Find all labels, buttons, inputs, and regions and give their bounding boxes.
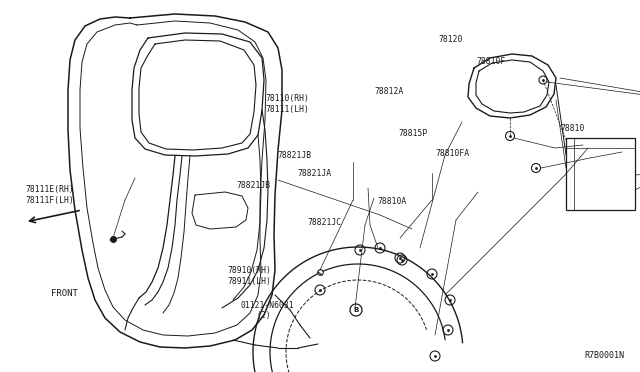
Text: 78120: 78120 <box>438 35 463 44</box>
Text: 78810F: 78810F <box>477 57 506 66</box>
Text: 78111E(RH): 78111E(RH) <box>26 185 74 194</box>
Text: 78810FA: 78810FA <box>435 149 469 158</box>
Text: 78821JA: 78821JA <box>297 169 331 178</box>
Text: 78821JB: 78821JB <box>237 182 271 190</box>
Text: 78815P: 78815P <box>399 129 428 138</box>
Text: 78821JB: 78821JB <box>278 151 312 160</box>
Text: 78810: 78810 <box>560 124 584 133</box>
Text: 78110(RH): 78110(RH) <box>266 94 310 103</box>
Text: 78911(LH): 78911(LH) <box>227 277 271 286</box>
Text: 78111(LH): 78111(LH) <box>266 105 310 114</box>
Text: (2): (2) <box>256 311 271 320</box>
Text: 78111F(LH): 78111F(LH) <box>26 196 74 205</box>
Text: R7B0001N: R7B0001N <box>584 351 624 360</box>
Text: 01121-N6031: 01121-N6031 <box>241 301 294 310</box>
Text: 78812A: 78812A <box>374 87 404 96</box>
Text: B: B <box>353 307 358 313</box>
Text: FRONT: FRONT <box>51 289 78 298</box>
Text: 78821JC: 78821JC <box>307 218 341 227</box>
Text: 78910(RH): 78910(RH) <box>227 266 271 275</box>
Text: 78810A: 78810A <box>378 197 407 206</box>
